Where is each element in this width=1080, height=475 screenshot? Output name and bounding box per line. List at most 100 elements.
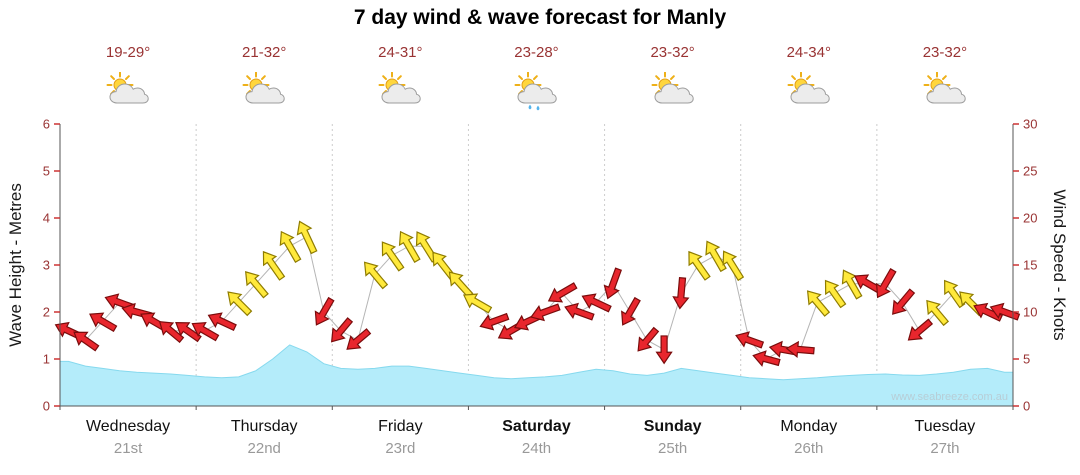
wind-arrow — [892, 288, 916, 315]
wind-arrow — [672, 277, 690, 310]
day-name: Tuesday — [914, 418, 976, 435]
day-name: Saturday — [502, 418, 571, 435]
day-date: 24th — [521, 440, 552, 457]
day-label: Thursday 22nd — [196, 418, 332, 457]
day-column-header: 21-32° — [196, 44, 332, 112]
day-date: 23rd — [385, 440, 416, 457]
wind-arrow — [735, 331, 765, 349]
wind-arrow — [907, 318, 934, 341]
weather-icon — [605, 72, 741, 112]
day-label: Saturday 24th — [468, 418, 604, 457]
wind-arrow — [530, 303, 561, 322]
day-name: Friday — [378, 418, 423, 435]
wind-arrow — [785, 340, 815, 359]
wind-arrow — [581, 293, 612, 313]
left-tick-label: 5 — [43, 164, 50, 179]
watermark: www.seabreeze.com.au — [891, 391, 1008, 403]
day-label: Sunday 25th — [605, 418, 741, 457]
wind-arrow — [398, 230, 421, 263]
weather-icon — [877, 72, 1013, 112]
left-tick-label: 2 — [43, 305, 50, 320]
day-date: 25th — [658, 440, 688, 457]
day-labels: Wednesday 21st Thursday 22nd Friday 23rd Satur… — [60, 418, 1013, 457]
wind-arrow — [722, 250, 745, 282]
day-headers: 19-29° 21-32° 24-31° 23-28° 23-32° 24-34° 23-3… — [60, 44, 1013, 112]
weather-icon — [741, 72, 877, 112]
day-date: 27th — [930, 440, 960, 457]
day-column-header: 23-32° — [877, 44, 1013, 112]
wind-arrow — [564, 302, 595, 321]
right-tick-label: 5 — [1023, 352, 1030, 367]
day-date: 21st — [113, 440, 143, 457]
day-column-header: 23-32° — [605, 44, 741, 112]
chart-title: 7 day wind & wave forecast for Manly — [353, 6, 727, 29]
day-temp-range: 21-32° — [242, 44, 287, 61]
wind-arrow — [462, 293, 493, 314]
wind-arrow — [207, 312, 237, 332]
wind-arrow — [191, 322, 220, 342]
day-label: Tuesday 27th — [877, 418, 1013, 457]
wind-arrow — [158, 320, 185, 344]
wind-arrow — [296, 220, 318, 255]
wind-arrow — [279, 230, 302, 263]
wind-arrow — [875, 267, 897, 299]
weather-icon — [196, 72, 332, 112]
wind-arrow — [637, 326, 660, 352]
wind-arrow — [841, 269, 863, 300]
day-date: 22nd — [247, 440, 281, 457]
wind-arrow — [262, 250, 286, 281]
wind-arrow — [655, 335, 673, 365]
day-name: Wednesday — [85, 418, 171, 435]
day-name: Sunday — [643, 418, 702, 435]
wind-arrow — [314, 296, 335, 326]
wind-arrow — [227, 291, 253, 317]
right-tick-label: 0 — [1023, 399, 1030, 414]
wind-arrow — [363, 261, 389, 290]
weather-icon — [468, 72, 604, 112]
day-label: Monday 26th — [741, 418, 877, 457]
right-tick-label: 25 — [1023, 164, 1037, 179]
day-column-header: 24-34° — [741, 44, 877, 112]
wind-arrow — [73, 331, 100, 352]
day-temp-range: 23-32° — [650, 44, 695, 61]
left-tick-label: 4 — [43, 211, 50, 226]
day-label: Wednesday 21st — [60, 418, 196, 457]
wind-arrow — [824, 279, 847, 309]
wind-arrow — [89, 312, 118, 333]
wind-arrow — [688, 250, 711, 281]
right-tick-label: 20 — [1023, 211, 1037, 226]
right-tick-label: 10 — [1023, 305, 1037, 320]
wind-arrow — [926, 299, 950, 327]
wind-arrow — [346, 328, 372, 350]
wind-arrow — [705, 240, 727, 273]
day-temp-range: 19-29° — [105, 44, 151, 61]
wind-arrow — [621, 296, 641, 326]
left-tick-label: 1 — [43, 352, 50, 367]
day-name: Thursday — [230, 418, 298, 435]
left-tick-label: 6 — [43, 117, 50, 132]
wind-arrow — [381, 241, 405, 272]
day-temp-range: 23-28° — [514, 44, 559, 61]
left-tick-label: 0 — [43, 399, 50, 414]
wind-arrow — [806, 290, 831, 317]
right-tick-label: 30 — [1023, 117, 1037, 132]
day-temp-range: 24-31° — [378, 44, 423, 61]
wind-connector-line — [68, 236, 1005, 360]
wind-arrow — [547, 282, 578, 303]
day-name: Monday — [780, 418, 838, 435]
day-date: 26th — [794, 440, 824, 457]
wind-arrow — [479, 312, 510, 331]
wind-arrow — [330, 317, 354, 343]
wind-arrow — [448, 271, 474, 299]
day-temp-range: 23-32° — [922, 44, 968, 61]
day-column-header: 23-28° — [468, 44, 604, 112]
wind-arrow — [245, 271, 269, 299]
wind-arrow — [603, 267, 623, 300]
right-tick-label: 15 — [1023, 258, 1037, 273]
day-label: Friday 23rd — [332, 418, 468, 457]
weather-icon — [332, 72, 468, 112]
wind-arrow — [752, 350, 781, 367]
weather-icon — [60, 72, 196, 112]
